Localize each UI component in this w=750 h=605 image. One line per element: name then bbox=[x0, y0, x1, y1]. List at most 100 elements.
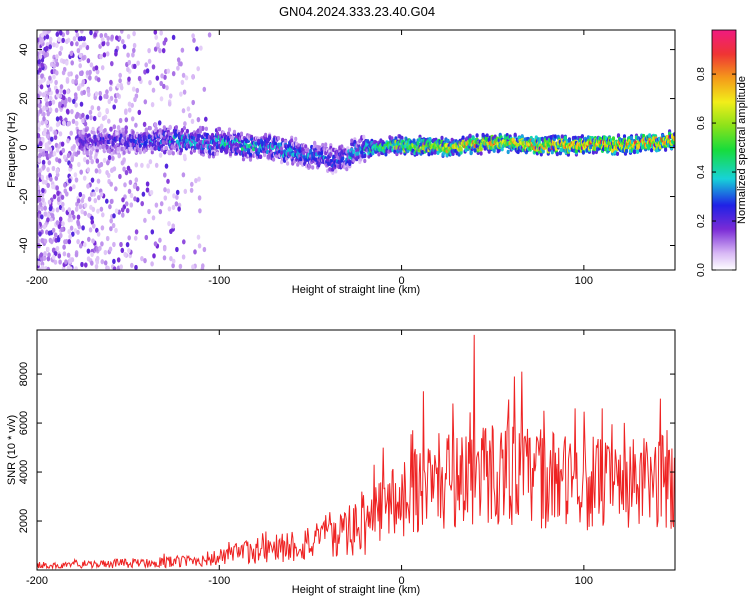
spectrogram-plot-frame bbox=[36, 29, 676, 271]
heatmap-cell bbox=[52, 74, 56, 80]
heatmap-cell bbox=[49, 61, 54, 67]
heatmap-cell bbox=[229, 143, 234, 148]
heatmap-cell bbox=[182, 125, 186, 131]
heatmap-cell bbox=[81, 79, 86, 85]
heatmap-cell bbox=[66, 121, 71, 127]
heatmap-cell bbox=[45, 101, 49, 107]
heatmap-cell bbox=[151, 215, 156, 221]
heatmap-cell bbox=[114, 208, 119, 214]
heatmap-cell bbox=[37, 260, 41, 266]
heatmap-cell bbox=[171, 151, 175, 156]
heatmap-cell bbox=[58, 131, 63, 137]
heatmap-cell bbox=[76, 85, 81, 91]
heatmap-cell bbox=[66, 89, 70, 95]
y-tick-label: 4000 bbox=[18, 460, 30, 484]
heatmap-cell bbox=[148, 126, 152, 131]
heatmap-cell bbox=[95, 158, 100, 164]
heatmap-cell bbox=[138, 143, 142, 148]
heatmap-cell bbox=[42, 111, 46, 117]
heatmap-cell bbox=[68, 213, 72, 219]
heatmap-cell bbox=[159, 30, 163, 36]
snr-y-axis-label: SNR (10 * v/v) bbox=[6, 415, 18, 485]
heatmap-cell bbox=[74, 102, 78, 108]
heatmap-cell bbox=[241, 157, 246, 162]
heatmap-cell bbox=[51, 165, 56, 172]
heatmap-cell bbox=[181, 254, 186, 260]
heatmap-cell bbox=[176, 57, 181, 63]
heatmap-cell bbox=[122, 44, 127, 50]
heatmap-cell bbox=[75, 111, 80, 117]
heatmap-cell bbox=[175, 194, 179, 200]
heatmap-cell bbox=[281, 137, 285, 143]
heatmap-cell bbox=[641, 145, 645, 150]
heatmap-cell bbox=[150, 229, 155, 235]
x-tick-label: -100 bbox=[208, 575, 230, 587]
x-tick-label: -100 bbox=[208, 275, 230, 287]
heatmap-cell bbox=[43, 64, 48, 70]
heatmap-cell bbox=[147, 48, 151, 54]
heatmap-cell bbox=[280, 150, 284, 155]
heatmap-cell bbox=[362, 134, 366, 140]
heatmap-cell bbox=[61, 147, 66, 154]
heatmap-cell bbox=[100, 225, 105, 231]
heatmap-cell bbox=[56, 190, 60, 196]
heatmap-cell bbox=[92, 115, 97, 122]
heatmap-cell bbox=[65, 30, 70, 36]
heatmap-cell bbox=[204, 116, 208, 122]
heatmap-cell bbox=[118, 72, 122, 78]
heatmap-cell bbox=[175, 189, 180, 195]
heatmap-cell bbox=[201, 263, 205, 269]
heatmap-cell bbox=[198, 208, 202, 214]
spectrogram-panel: -200 -100 0 100 40 20 0 -20 -40 Height of straig… bbox=[6, 29, 676, 296]
heatmap-cell bbox=[48, 107, 53, 113]
heatmap-cell bbox=[88, 227, 93, 233]
heatmap-cell bbox=[111, 222, 116, 229]
heatmap-cell bbox=[57, 253, 62, 259]
heatmap-cell bbox=[107, 118, 111, 124]
heatmap-cell bbox=[400, 135, 404, 141]
heatmap-cell bbox=[377, 152, 381, 157]
heatmap-cell bbox=[81, 55, 86, 61]
heatmap-cell bbox=[184, 75, 189, 81]
heatmap-cell bbox=[153, 122, 158, 128]
heatmap-cell bbox=[195, 46, 199, 52]
heatmap-cell bbox=[91, 126, 95, 132]
heatmap-cell bbox=[103, 128, 107, 133]
heatmap-cell bbox=[112, 241, 116, 248]
heatmap-cell bbox=[47, 230, 52, 236]
heatmap-cell bbox=[469, 150, 473, 155]
heatmap-cell bbox=[76, 229, 80, 235]
heatmap-cell bbox=[90, 215, 94, 221]
heatmap-cell bbox=[119, 133, 123, 138]
heatmap-cell bbox=[135, 186, 140, 192]
heatmap-cell bbox=[239, 131, 244, 136]
heatmap-cell bbox=[88, 109, 93, 115]
heatmap-cell bbox=[177, 206, 181, 212]
heatmap-cell bbox=[179, 148, 183, 153]
heatmap-cell bbox=[98, 245, 102, 251]
spectrogram-axis-ticks: -200 -100 0 100 40 20 0 -20 -40 bbox=[18, 30, 675, 287]
y-tick-label: 0 bbox=[18, 144, 30, 150]
heatmap-cell bbox=[180, 47, 185, 53]
heatmap-cell bbox=[80, 261, 84, 268]
heatmap-cell bbox=[563, 135, 568, 140]
heatmap-cell bbox=[89, 62, 94, 68]
heatmap-cell bbox=[116, 83, 120, 89]
heatmap-cell bbox=[69, 130, 73, 136]
heatmap-cell bbox=[390, 136, 394, 141]
heatmap-cell bbox=[190, 118, 195, 124]
heatmap-cell bbox=[121, 39, 125, 45]
heatmap-cell bbox=[126, 34, 131, 40]
heatmap-cell bbox=[58, 115, 63, 121]
heatmap-cell bbox=[428, 137, 432, 142]
heatmap-cell bbox=[175, 246, 179, 253]
heatmap-cells bbox=[37, 30, 675, 270]
heatmap-cell bbox=[70, 157, 74, 163]
heatmap-cell bbox=[155, 75, 160, 81]
x-tick-label: 100 bbox=[575, 275, 593, 287]
colorbar-ticks: 0.0 0.2 0.4 0.6 0.8 bbox=[696, 67, 736, 277]
heatmap-cell bbox=[85, 44, 90, 51]
heatmap-cell bbox=[156, 42, 160, 48]
heatmap-cell bbox=[52, 42, 56, 48]
heatmap-cell bbox=[119, 85, 124, 91]
